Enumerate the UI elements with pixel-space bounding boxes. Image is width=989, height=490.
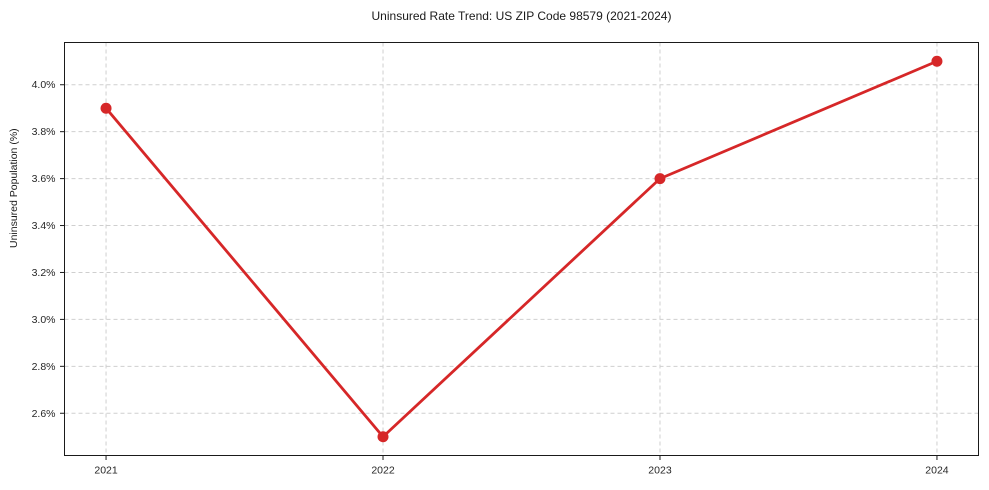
x-tick-label: 2024 bbox=[925, 465, 949, 477]
y-tick-label: 3.6% bbox=[32, 173, 56, 185]
data-point-marker-2024 bbox=[931, 55, 943, 67]
y-tick-label: 2.6% bbox=[32, 408, 56, 420]
y-tick-label: 3.0% bbox=[32, 314, 56, 326]
y-tick-label: 3.2% bbox=[32, 267, 56, 279]
y-tick-label: 4.0% bbox=[32, 79, 56, 91]
x-tick-label: 2021 bbox=[94, 465, 118, 477]
y-tick-label: 3.4% bbox=[32, 220, 56, 232]
y-tick-label: 2.8% bbox=[32, 361, 56, 373]
trend-line bbox=[104, 59, 939, 439]
plot-frame bbox=[64, 42, 979, 456]
data-point-marker-2023 bbox=[654, 173, 666, 185]
chart-title: Uninsured Rate Trend: US ZIP Code 98579 … bbox=[371, 9, 672, 23]
data-point-marker-2021 bbox=[100, 102, 112, 114]
y-tick-label: 3.8% bbox=[32, 126, 56, 138]
data-point-marker-2022 bbox=[377, 431, 389, 443]
x-tick-label: 2022 bbox=[371, 465, 395, 477]
x-tick-label: 2023 bbox=[648, 465, 672, 477]
